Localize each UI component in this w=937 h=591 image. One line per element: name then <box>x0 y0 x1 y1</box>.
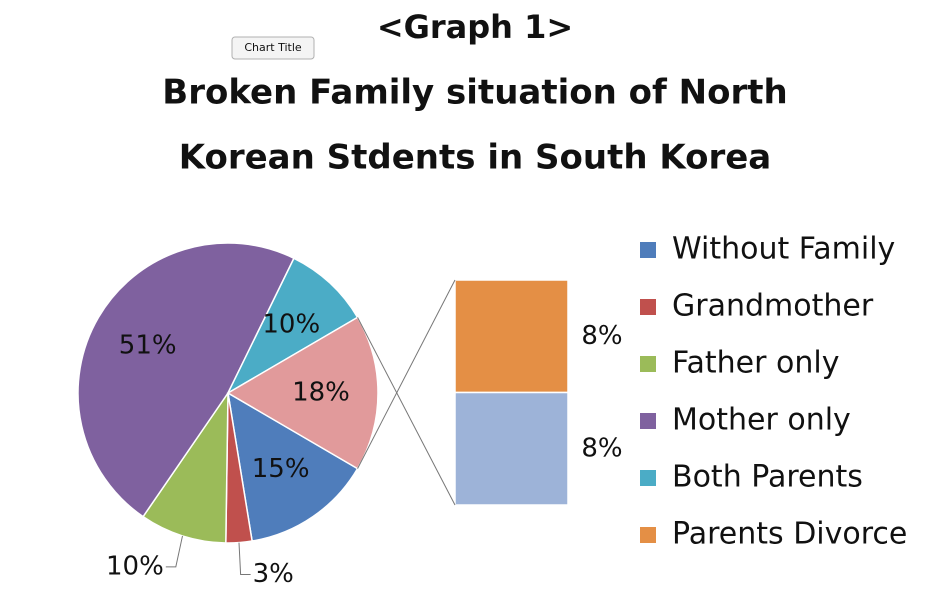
legend-label: Both Parents <box>672 460 863 495</box>
pie-slice <box>142 390 229 544</box>
connector-line <box>357 279 456 469</box>
legend-label: Mother only <box>672 403 851 438</box>
legend-swatch <box>640 242 656 258</box>
pie-slice <box>227 391 359 542</box>
data-label: 10% <box>262 309 320 339</box>
data-label: 8% <box>581 433 622 463</box>
leader-line <box>238 542 251 576</box>
data-label: 51% <box>119 331 177 361</box>
pie-slice <box>77 242 295 518</box>
data-label: 15% <box>252 454 310 484</box>
legend-swatch <box>640 527 656 543</box>
connector-line <box>357 317 456 506</box>
legend-swatch <box>640 470 656 486</box>
legend-label: Without Family <box>672 232 895 267</box>
legend-label: Grandmother <box>672 289 874 324</box>
chart-title-button[interactable] <box>231 36 315 60</box>
legend-label: Father only <box>672 346 839 381</box>
data-label: 3% <box>253 559 294 587</box>
heading: <Graph 1> <box>377 8 573 46</box>
pie-slice <box>226 257 359 395</box>
data-label: 10% <box>106 551 164 581</box>
legend-label: Parents Divorce <box>672 517 907 552</box>
data-label: 8% <box>581 321 622 351</box>
legend-swatch <box>640 356 656 372</box>
data-label: 18% <box>292 378 350 408</box>
chart-title: Korean Stdents in South Korea <box>179 138 772 178</box>
bar-segment <box>454 279 569 394</box>
bar-segment <box>454 391 569 506</box>
leader-line <box>165 535 183 568</box>
legend-swatch <box>640 413 656 429</box>
chart-title-button-label[interactable]: Chart Title <box>244 41 302 54</box>
chart-title: Broken Family situation of North <box>162 73 787 113</box>
legend-swatch <box>640 299 656 315</box>
